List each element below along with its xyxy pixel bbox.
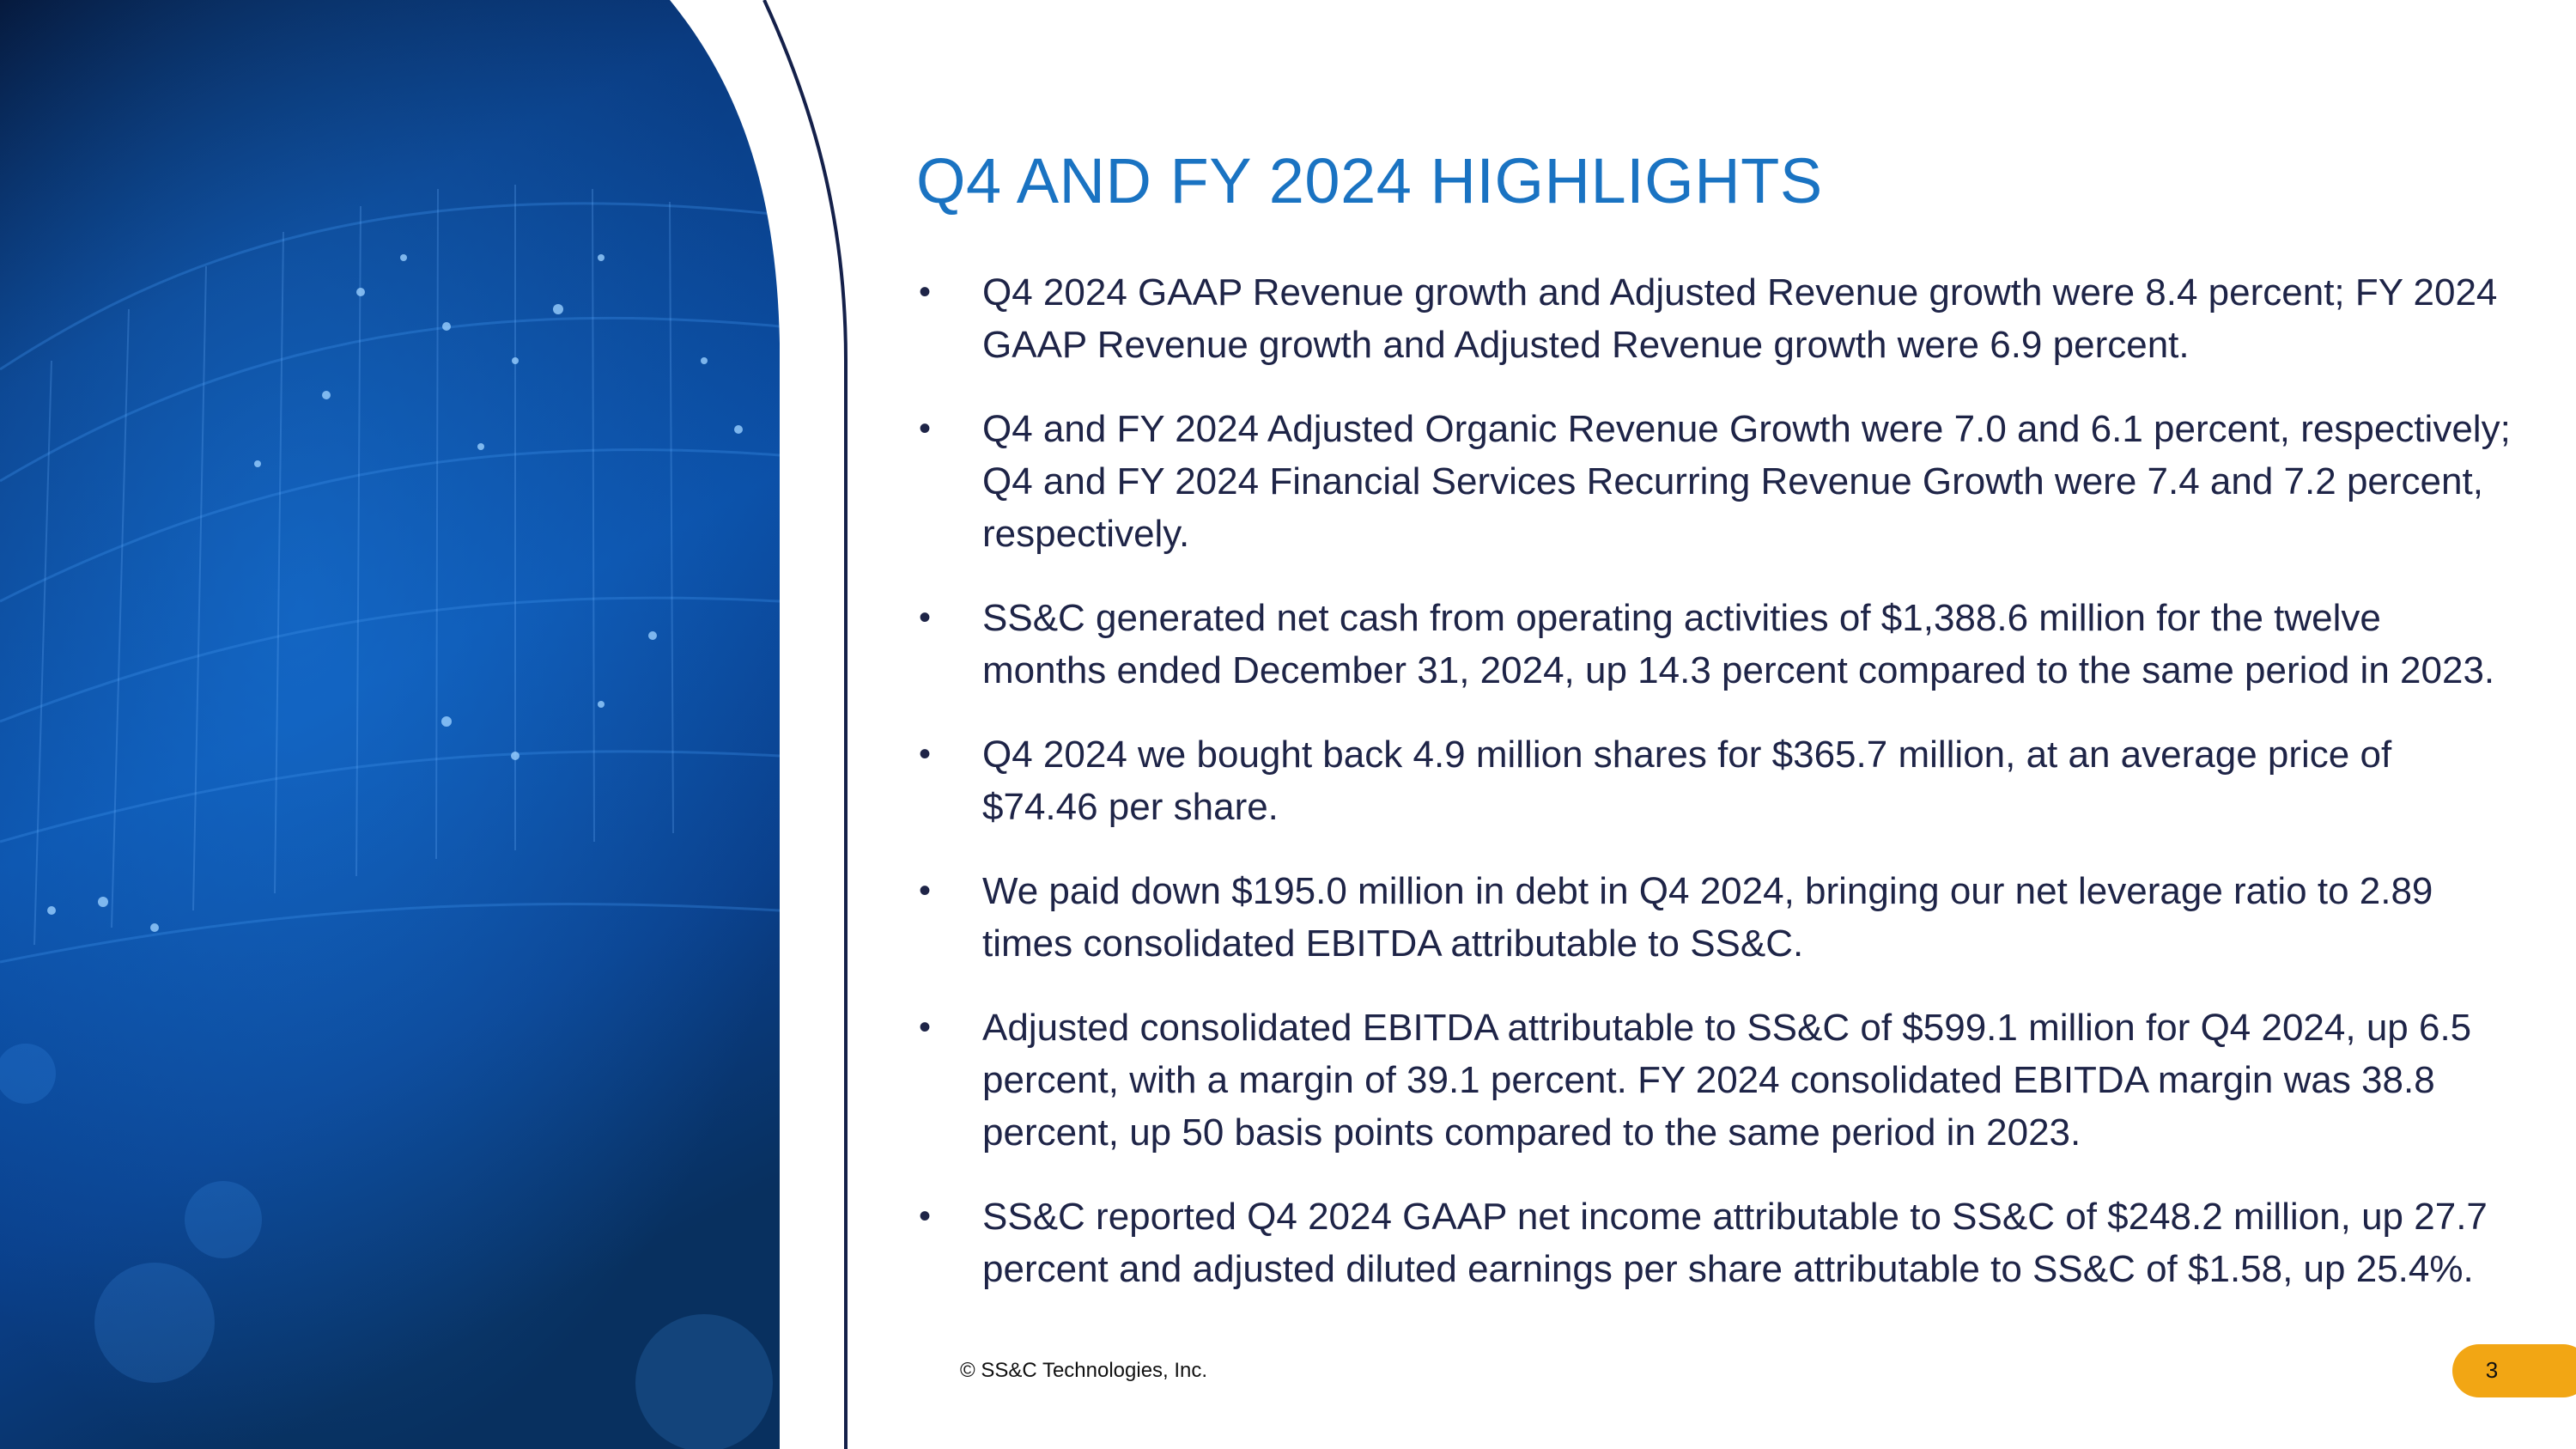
bullet-line: months ended December 31, 2024, up 14.3 …: [982, 649, 2495, 691]
copyright-footer: © SS&C Technologies, Inc.: [960, 1359, 1208, 1382]
bullet-icon: •: [919, 410, 932, 447]
bullet-line: GAAP Revenue growth and Adjusted Revenue…: [982, 324, 2190, 366]
list-item: • SS&C reported Q4 2024 GAAP net income …: [910, 1190, 2559, 1295]
highlights-list: • Q4 2024 GAAP Revenue growth and Adjust…: [910, 266, 2559, 1327]
bullet-icon: •: [919, 872, 932, 910]
bullet-icon: •: [919, 599, 932, 636]
bullet-icon: •: [919, 1197, 932, 1235]
list-item: • Adjusted consolidated EBITDA attributa…: [910, 1002, 2559, 1159]
page-number: 3: [2485, 1357, 2499, 1383]
bullet-line: Q4 and FY 2024 Adjusted Organic Revenue …: [982, 408, 2511, 450]
bullet-line: times consolidated EBITDA attributable t…: [982, 922, 1804, 965]
bullet-icon: •: [919, 735, 932, 773]
bullet-line: Q4 2024 GAAP Revenue growth and Adjusted…: [982, 271, 2498, 314]
list-item: • Q4 and FY 2024 Adjusted Organic Revenu…: [910, 403, 2559, 560]
bullet-icon: •: [919, 273, 932, 311]
bullet-line: SS&C generated net cash from operating a…: [982, 597, 2381, 639]
bullet-line: $74.46 per share.: [982, 786, 1279, 828]
list-item: • Q4 2024 GAAP Revenue growth and Adjust…: [910, 266, 2559, 371]
list-item: • Q4 2024 we bought back 4.9 million sha…: [910, 728, 2559, 833]
bullet-line: Adjusted consolidated EBITDA attributabl…: [982, 1007, 2472, 1049]
bullet-line: Q4 2024 we bought back 4.9 million share…: [982, 734, 2392, 776]
list-item: • We paid down $195.0 million in debt in…: [910, 865, 2559, 970]
bullet-icon: •: [919, 1008, 932, 1046]
bullet-line: We paid down $195.0 million in debt in Q…: [982, 870, 2433, 912]
page-number-badge: [2452, 1344, 2576, 1397]
list-item: • SS&C generated net cash from operating…: [910, 592, 2559, 697]
bullet-line: Q4 and FY 2024 Financial Services Recurr…: [982, 460, 2483, 502]
bullet-line: respectively.: [982, 513, 1190, 555]
bullet-line: percent and adjusted diluted earnings pe…: [982, 1248, 2474, 1290]
bullet-line: SS&C reported Q4 2024 GAAP net income at…: [982, 1196, 2488, 1238]
blue-digital-wave-image: [0, 0, 848, 1449]
page-title: Q4 AND FY 2024 HIGHLIGHTS: [916, 145, 1823, 216]
bullet-line: percent, with a margin of 39.1 percent. …: [982, 1059, 2435, 1101]
bullet-line: percent, up 50 basis points compared to …: [982, 1111, 2081, 1154]
